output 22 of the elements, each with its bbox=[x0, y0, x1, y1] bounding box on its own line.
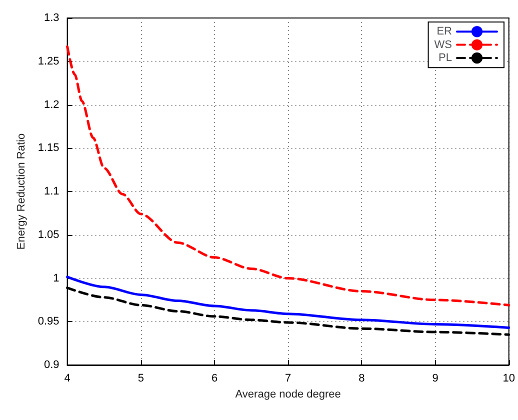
y-tick-label: 0.95 bbox=[38, 316, 60, 328]
y-tick-label: 1.15 bbox=[38, 142, 60, 154]
y-tick-label: 1 bbox=[53, 272, 60, 284]
x-tick-label: 10 bbox=[502, 372, 516, 384]
y-tick-label: 1.1 bbox=[44, 186, 60, 198]
legend-label: WS bbox=[434, 38, 452, 51]
line-series bbox=[66, 276, 510, 329]
y-tick-label: 1.05 bbox=[38, 228, 60, 241]
y-tick-label: 1.2 bbox=[44, 98, 60, 111]
legend-label: ER bbox=[436, 26, 452, 38]
x-tick-label: 7 bbox=[285, 372, 292, 384]
y-tick-label: 0.9 bbox=[44, 359, 60, 371]
x-tick-label: 9 bbox=[432, 372, 438, 384]
y-tick-label: 1.25 bbox=[38, 55, 60, 68]
x-tick-label: 5 bbox=[138, 372, 144, 384]
x-tick-label: 6 bbox=[211, 372, 218, 384]
x-tick-label: 4 bbox=[64, 372, 70, 384]
x-tick-label: 8 bbox=[358, 372, 365, 384]
legend-label: PL bbox=[438, 52, 452, 64]
x-axis-title: Average node degree bbox=[235, 388, 341, 400]
y-axis-title: Energy Reduction Ratio bbox=[16, 133, 28, 250]
y-tick-label: 1.3 bbox=[44, 12, 60, 24]
